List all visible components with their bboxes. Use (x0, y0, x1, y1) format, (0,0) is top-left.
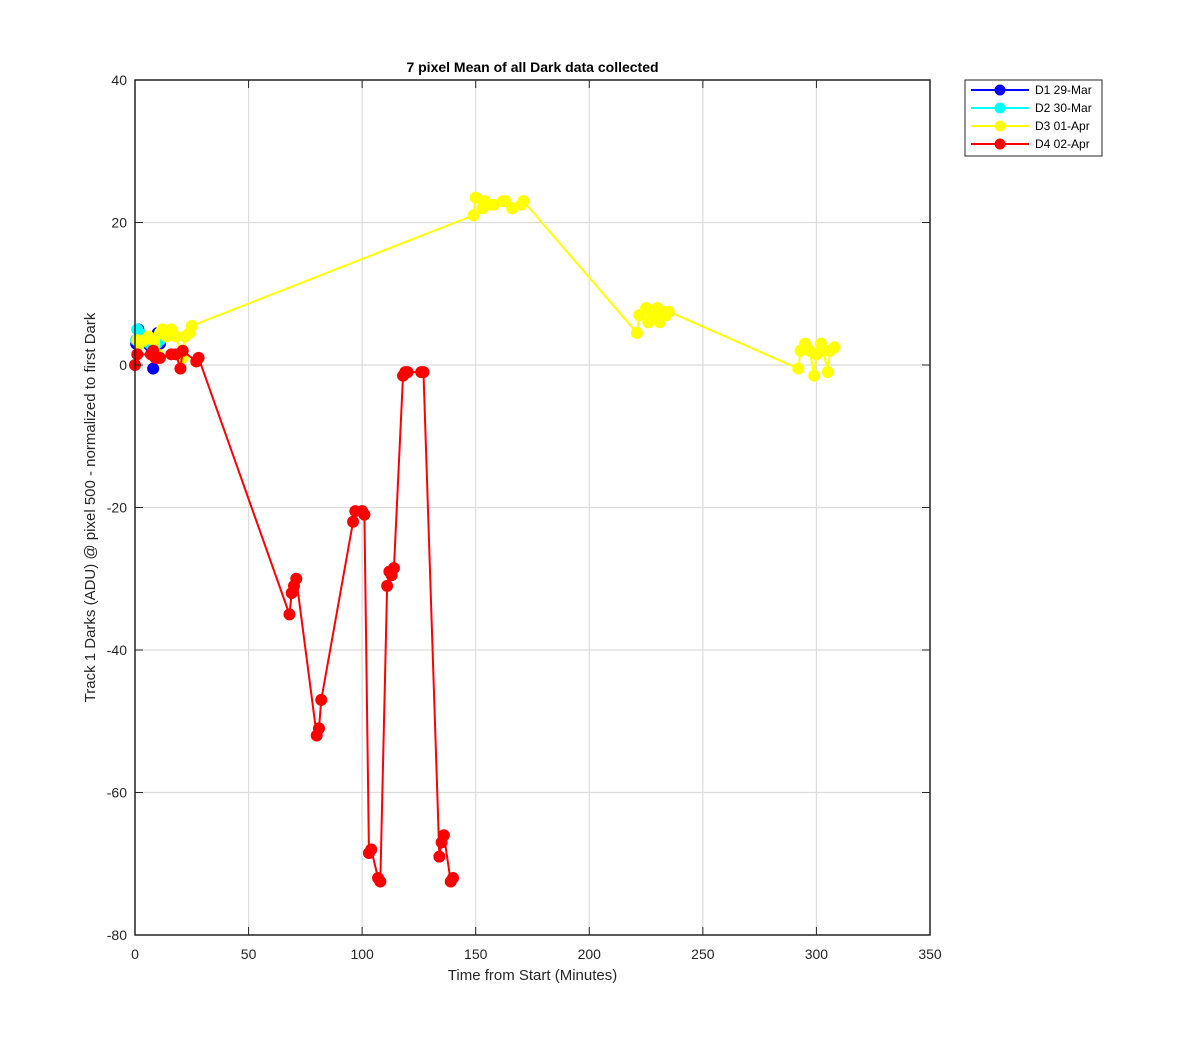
axes: 0 50 100 150 200 250 300 350 -80 -60 -40 -20 0 20 40 (107, 72, 942, 962)
legend-label: D1 29-Mar (1035, 83, 1092, 97)
data-point (401, 366, 414, 379)
legend-item: D4 02-Apr (971, 137, 1090, 151)
legend-item: D1 29-Mar (971, 83, 1092, 97)
y-tick-label: 40 (111, 72, 127, 88)
x-tick-label: 50 (241, 946, 257, 962)
y-axis-label: Track 1 Darks (ADU) @ pixel 500 - normal… (82, 312, 99, 702)
data-point (517, 195, 530, 208)
x-tick-label: 300 (805, 946, 829, 962)
data-point (290, 572, 303, 585)
legend-marker (994, 102, 1006, 114)
y-tick-label: -20 (107, 500, 127, 516)
legend-label: D2 30-Mar (1035, 101, 1092, 115)
legend-label: D4 02-Apr (1035, 137, 1090, 151)
data-point (153, 351, 166, 364)
data-point (347, 515, 360, 528)
data-point (174, 362, 187, 375)
data-point (433, 850, 446, 863)
y-tick-label: 20 (111, 215, 127, 231)
x-tick-label: 0 (131, 946, 139, 962)
y-tick-label: -40 (107, 642, 127, 658)
x-tick-label: 250 (691, 946, 715, 962)
data-point (283, 608, 296, 621)
data-point (185, 319, 198, 332)
legend: D1 29-Mar D2 30-Mar D3 01-Apr D4 02-Apr (964, 79, 1103, 157)
x-tick-label: 350 (918, 946, 942, 962)
data-point (131, 348, 144, 361)
series-4 (129, 344, 459, 888)
data-point (792, 362, 805, 375)
y-tick-label: -80 (107, 927, 127, 943)
legend-label: D3 01-Apr (1035, 119, 1090, 133)
data-point (381, 579, 394, 592)
data-point (192, 351, 205, 364)
data-point (374, 875, 387, 888)
x-axis-label: Time from Start (Minutes) (448, 967, 617, 984)
data-point (365, 843, 378, 856)
chart-title: 7 pixel Mean of all Dark data collected (406, 59, 658, 75)
data-point (358, 508, 371, 521)
data-point (147, 362, 160, 375)
data-point (808, 369, 821, 382)
x-tick-label: 100 (350, 946, 374, 962)
data-point (312, 722, 325, 735)
data-point (828, 341, 841, 354)
y-tick-label: -60 (107, 785, 127, 801)
data-point (315, 693, 328, 706)
legend-marker (994, 84, 1006, 96)
data-point (662, 305, 675, 318)
series-layer (129, 191, 841, 888)
legend-marker (994, 138, 1006, 150)
data-point (821, 366, 834, 379)
legend-item: D2 30-Mar (971, 101, 1092, 115)
data-point (437, 829, 450, 842)
legend-item: D3 01-Apr (971, 119, 1090, 133)
y-tick-label: 0 (119, 357, 127, 373)
x-tick-label: 150 (464, 946, 488, 962)
data-point (467, 209, 480, 222)
series-3 (131, 191, 841, 382)
data-point (176, 344, 189, 357)
data-point (630, 326, 643, 339)
data-point (447, 872, 459, 884)
data-point (417, 366, 430, 379)
data-point (387, 562, 400, 575)
legend-marker (994, 120, 1006, 132)
x-tick-label: 200 (578, 946, 602, 962)
